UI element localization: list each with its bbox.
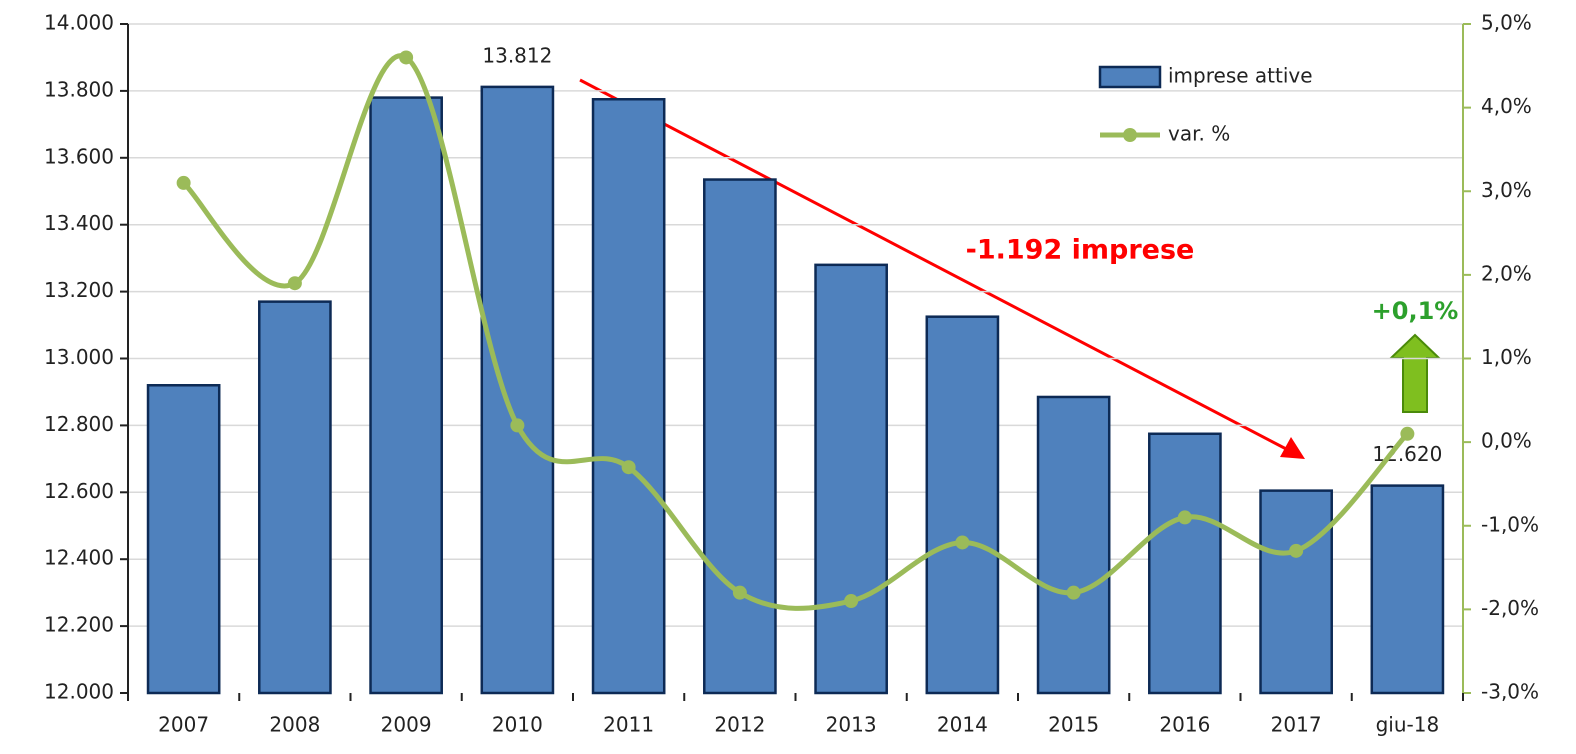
line-marker (1289, 543, 1304, 558)
bar (703, 178, 777, 695)
bar (925, 315, 1000, 695)
x-tick-label: 2010 (492, 713, 543, 737)
legend-label: var. % (1168, 122, 1230, 146)
bar (480, 85, 555, 695)
line-marker (621, 460, 636, 475)
y2-tick-label: -3,0% (1481, 680, 1539, 704)
line-marker (955, 535, 970, 550)
x-tick-label: giu-18 (1376, 713, 1440, 737)
x-tick-label: 2015 (1048, 713, 1099, 737)
up-arrow (1388, 333, 1442, 413)
bar (369, 96, 443, 695)
y-tick-label: 12.000 (44, 680, 114, 704)
trend-arrow (579, 78, 1293, 454)
x-tick-label: 2009 (381, 713, 432, 737)
bar (1370, 484, 1445, 695)
line-marker (399, 50, 414, 65)
y-tick-label: 12.400 (44, 546, 114, 570)
bar (591, 98, 666, 695)
x-tick-label: 2007 (158, 713, 209, 737)
y2-tick-label: 5,0% (1481, 11, 1532, 35)
y-tick-label: 13.600 (44, 144, 114, 168)
y-tick-label: 13.800 (44, 77, 114, 101)
trend-arrow-head (1280, 437, 1305, 459)
x-tick-label: 2013 (826, 713, 877, 737)
annotation: +0,1% (1372, 297, 1459, 325)
x-tick-label: 2016 (1159, 713, 1210, 737)
x-tick-label: 2017 (1271, 713, 1322, 737)
y2-tick-label: 3,0% (1481, 178, 1532, 202)
data-label: 13.812 (482, 43, 552, 67)
line-marker (287, 276, 302, 291)
annotation: -1.192 imprese (966, 235, 1195, 266)
y-tick-label: 12.800 (44, 412, 114, 436)
line-marker (1177, 510, 1192, 525)
y-tick-label: 13.200 (44, 278, 114, 302)
legend-marker (1123, 128, 1137, 142)
y-tick-label: 13.400 (44, 211, 114, 235)
x-tick-label: 2008 (269, 713, 320, 737)
y2-tick-label: 2,0% (1481, 261, 1532, 285)
bar (258, 300, 332, 695)
y2-tick-label: -1,0% (1481, 512, 1539, 536)
legend-swatch (1098, 65, 1162, 89)
legend-label: imprese attive (1168, 64, 1313, 88)
bar (1036, 395, 1111, 695)
bar (814, 263, 888, 695)
y2-tick-label: -2,0% (1481, 596, 1539, 620)
y2-tick-label: 0,0% (1481, 429, 1532, 453)
line-marker (732, 585, 747, 600)
y-tick-label: 12.600 (44, 479, 114, 503)
x-tick-label: 2011 (603, 713, 654, 737)
y-tick-label: 13.000 (44, 345, 114, 369)
x-tick-label: 2012 (714, 713, 765, 737)
line-marker (176, 175, 191, 190)
line-marker (1400, 426, 1415, 441)
y-tick-label: 14.000 (44, 11, 114, 35)
bar (1259, 489, 1333, 695)
bar (146, 384, 221, 695)
y2-tick-label: 4,0% (1481, 94, 1532, 118)
line-marker (1066, 585, 1081, 600)
bar (1148, 432, 1222, 695)
line-marker (510, 418, 525, 433)
y-tick-label: 12.200 (44, 613, 114, 637)
x-tick-label: 2014 (937, 713, 988, 737)
y2-tick-label: 1,0% (1481, 345, 1532, 369)
line-marker (844, 594, 859, 609)
